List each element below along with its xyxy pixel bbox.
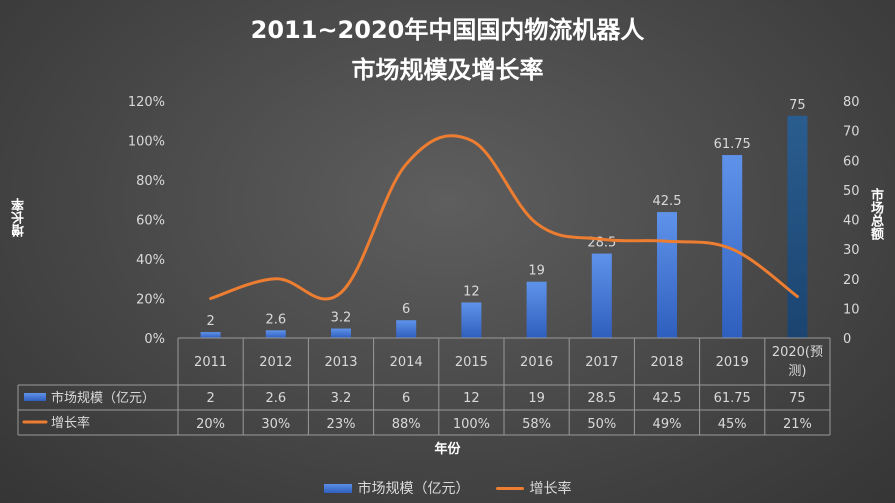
table-cell-bar-value: 2.6 bbox=[265, 391, 286, 406]
bar bbox=[331, 328, 351, 338]
table-cell-bar-value: 2 bbox=[206, 391, 214, 406]
bar bbox=[722, 155, 743, 338]
table-cell-line-value: 88% bbox=[392, 417, 421, 432]
bar bbox=[657, 212, 677, 338]
legend-swatch-line bbox=[495, 486, 524, 490]
bar-data-label: 75 bbox=[789, 98, 806, 113]
bar-data-label: 61.75 bbox=[714, 137, 751, 152]
table-cell-line-value: 100% bbox=[453, 417, 490, 432]
table-cell-bar-value: 75 bbox=[789, 391, 806, 406]
x-axis-label: 年份 bbox=[434, 442, 461, 457]
table-cell-line-value: 20% bbox=[196, 417, 225, 432]
table-cell-line-value: 30% bbox=[261, 417, 290, 432]
bar-data-label: 12 bbox=[463, 284, 480, 299]
bar-data-label: 6 bbox=[402, 302, 410, 317]
table-cell-line-value: 23% bbox=[327, 417, 356, 432]
x-tick-label: 2016 bbox=[520, 355, 553, 370]
bar bbox=[265, 330, 286, 338]
chart-title-line1: 2011~2020年中国国内物流机器人 bbox=[250, 16, 645, 44]
bar-data-label: 3.2 bbox=[331, 311, 352, 326]
y-right-tick-label: 0 bbox=[843, 332, 851, 347]
bar bbox=[200, 332, 221, 338]
y-right-tick-label: 40 bbox=[843, 214, 860, 229]
growth-rate-line bbox=[209, 134, 799, 301]
y-left-tick-label: 0% bbox=[144, 332, 165, 347]
bar bbox=[396, 320, 417, 338]
y-right-tick-label: 80 bbox=[843, 95, 860, 110]
table-cell-line-value: 49% bbox=[653, 417, 682, 432]
bar-data-label: 2 bbox=[206, 314, 214, 329]
bar bbox=[461, 302, 482, 338]
table-cell-bar-value: 19 bbox=[528, 391, 545, 406]
y-right-tick-label: 30 bbox=[843, 243, 860, 258]
y-right-tick-label: 70 bbox=[843, 125, 860, 140]
table-row-label-bar: 市场规模（亿元） bbox=[51, 390, 155, 406]
table-legend-key-bar bbox=[24, 393, 46, 401]
y-left-tick-label: 100% bbox=[128, 135, 165, 150]
table-cell-bar-value: 61.75 bbox=[714, 391, 751, 406]
x-tick-label: 2019 bbox=[716, 355, 749, 370]
table-cell-bar-value: 42.5 bbox=[653, 391, 682, 406]
legend-item-line: 增长率 bbox=[495, 478, 572, 498]
bar-data-label: 42.5 bbox=[653, 194, 682, 209]
y-left-tick-label: 40% bbox=[136, 253, 165, 268]
legend-label-line: 增长率 bbox=[529, 481, 572, 497]
x-tick-label: 2011 bbox=[194, 355, 227, 370]
legend-item-bar: 市场规模（亿元） bbox=[323, 478, 470, 498]
bar bbox=[787, 115, 808, 338]
y-right-tick-label: 20 bbox=[843, 273, 860, 288]
chart-title-line2: 市场规模及增长率 bbox=[351, 56, 544, 84]
table-cell-line-value: 50% bbox=[587, 417, 616, 432]
bar-data-label: 19 bbox=[528, 264, 545, 279]
y-left-tick-label: 60% bbox=[136, 214, 165, 229]
legend: 市场规模（亿元） 增长率 bbox=[0, 478, 895, 498]
table-cell-line-value: 58% bbox=[522, 417, 551, 432]
bar-data-label: 2.6 bbox=[265, 312, 286, 327]
table-cell-line-value: 45% bbox=[718, 417, 747, 432]
bar bbox=[591, 253, 612, 338]
x-tick-label: 2020(预 bbox=[772, 345, 823, 360]
table-cell-line-value: 21% bbox=[783, 417, 812, 432]
x-tick-label: 2012 bbox=[259, 355, 292, 370]
bar bbox=[526, 281, 547, 338]
table-cell-bar-value: 6 bbox=[402, 391, 410, 406]
y-right-tick-label: 50 bbox=[843, 184, 860, 199]
y-right-tick-label: 10 bbox=[843, 302, 860, 317]
x-tick-label: 2018 bbox=[650, 355, 683, 370]
table-cell-bar-value: 3.2 bbox=[331, 391, 352, 406]
legend-label-bar: 市场规模（亿元） bbox=[357, 481, 470, 497]
y-right-tick-label: 60 bbox=[843, 154, 860, 169]
table-row-label-line: 增长率 bbox=[51, 415, 90, 431]
y-axis-right-label: 市场总额 bbox=[868, 188, 883, 240]
y-left-tick-label: 80% bbox=[136, 174, 165, 189]
y-left-tick-label: 120% bbox=[128, 95, 165, 110]
legend-swatch-bar bbox=[323, 483, 352, 493]
x-tick-label: 测) bbox=[788, 364, 806, 379]
table-cell-bar-value: 12 bbox=[463, 391, 480, 406]
x-tick-label: 2013 bbox=[324, 355, 357, 370]
x-tick-label: 2017 bbox=[585, 355, 618, 370]
y-left-tick-label: 20% bbox=[136, 293, 165, 308]
table-cell-bar-value: 28.5 bbox=[587, 391, 616, 406]
x-tick-label: 2014 bbox=[390, 355, 423, 370]
x-tick-label: 2015 bbox=[455, 355, 488, 370]
